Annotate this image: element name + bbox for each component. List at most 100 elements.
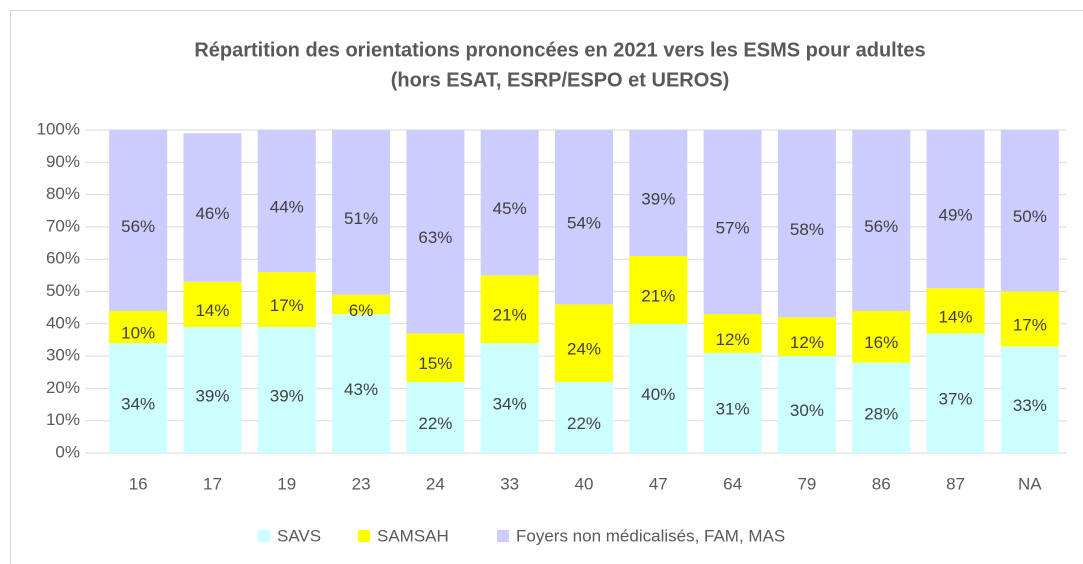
data-label: 17% xyxy=(270,296,304,315)
y-tick-label: 90% xyxy=(46,152,80,171)
bar-segment xyxy=(257,327,316,453)
x-tick-label: 87 xyxy=(946,474,965,493)
data-label: 24% xyxy=(567,340,601,359)
bar-segment xyxy=(852,310,911,363)
bar-segment xyxy=(703,352,762,453)
y-tick-label: 0% xyxy=(55,442,80,461)
x-tick-label: 79 xyxy=(797,474,816,493)
data-label: 34% xyxy=(493,395,527,414)
data-label: 22% xyxy=(418,414,452,433)
data-label: 22% xyxy=(567,414,601,433)
bar-segment xyxy=(183,327,242,453)
bar-segment xyxy=(555,130,613,305)
x-tick-label: 19 xyxy=(277,474,296,493)
x-tick-label: 24 xyxy=(426,474,445,493)
chart-subtitle: (hors ESAT, ESRP/ESPO et UEROS) xyxy=(391,69,730,91)
legend-label: SAMSAH xyxy=(377,526,449,545)
bar-segment xyxy=(777,317,836,357)
bar-segment xyxy=(1000,130,1059,292)
bar-segment xyxy=(332,314,391,453)
bar-segment xyxy=(629,255,688,324)
bar-segment xyxy=(629,130,688,256)
data-label: 10% xyxy=(121,324,155,343)
data-label: 33% xyxy=(1013,396,1047,415)
data-label: 21% xyxy=(641,286,675,305)
data-label: 15% xyxy=(418,354,452,373)
legend-swatch xyxy=(258,530,270,542)
data-label: 39% xyxy=(641,189,675,208)
y-tick-label: 20% xyxy=(46,378,80,397)
data-label: 44% xyxy=(270,198,304,217)
bar-segment xyxy=(703,130,762,315)
data-label: 57% xyxy=(716,219,750,238)
bar-segment xyxy=(852,130,911,311)
bar-segment xyxy=(480,275,539,344)
data-label: 34% xyxy=(121,395,155,414)
bar-segment xyxy=(183,281,242,328)
data-label: 40% xyxy=(641,385,675,404)
bar-segment xyxy=(480,343,539,453)
data-label: 14% xyxy=(195,301,229,320)
x-tick-label: 17 xyxy=(203,474,222,493)
bar-segment xyxy=(332,294,391,315)
bar-segment xyxy=(257,130,316,273)
data-label: 50% xyxy=(1013,207,1047,226)
y-tick-label: 10% xyxy=(46,410,80,429)
y-tick-label: 50% xyxy=(46,281,80,300)
bar-segment xyxy=(555,304,613,382)
x-tick-label: NA xyxy=(1018,474,1042,493)
data-label: 58% xyxy=(790,220,824,239)
legend-swatch xyxy=(497,530,509,542)
data-label: 31% xyxy=(716,399,750,418)
data-label: 39% xyxy=(270,386,304,405)
bar-segment xyxy=(926,333,985,453)
data-label: 56% xyxy=(864,217,898,236)
bar-segment xyxy=(1000,346,1059,453)
x-tick-label: 23 xyxy=(352,474,371,493)
bar-segment xyxy=(109,310,168,344)
legend-label: SAVS xyxy=(277,526,321,545)
bar-segment xyxy=(332,130,391,295)
bar-segment xyxy=(257,272,316,328)
data-label: 45% xyxy=(493,199,527,218)
bar-segment xyxy=(555,381,613,453)
x-tick-label: 33 xyxy=(500,474,519,493)
bar-segment xyxy=(406,333,465,382)
y-tick-label: 40% xyxy=(46,313,80,332)
data-label: 46% xyxy=(195,204,229,223)
bar-segment xyxy=(480,130,539,276)
data-label: 14% xyxy=(939,307,973,326)
x-tick-label: 47 xyxy=(649,474,668,493)
bar-segment xyxy=(777,130,836,318)
data-label: 37% xyxy=(939,390,973,409)
bar-segment xyxy=(406,130,465,334)
bar-segment xyxy=(777,356,836,453)
legend-swatch xyxy=(358,530,370,542)
bar-segment xyxy=(703,314,762,353)
data-label: 51% xyxy=(344,209,378,228)
data-label: 17% xyxy=(1013,315,1047,334)
data-label: 54% xyxy=(567,214,601,233)
y-tick-label: 70% xyxy=(46,216,80,235)
y-tick-label: 60% xyxy=(46,249,80,268)
data-label: 21% xyxy=(493,306,527,325)
bar-segment xyxy=(926,288,985,334)
bar-segment xyxy=(406,381,465,453)
bar-segment xyxy=(183,133,242,282)
data-label: 56% xyxy=(121,217,155,236)
x-tick-label: 86 xyxy=(872,474,891,493)
bar-segment xyxy=(109,343,168,453)
data-label: 49% xyxy=(939,206,973,225)
data-label: 28% xyxy=(864,404,898,423)
x-tick-label: 64 xyxy=(723,474,742,493)
data-label: 12% xyxy=(716,330,750,349)
data-label: 12% xyxy=(790,333,824,352)
bar-segment xyxy=(926,130,985,289)
data-label: 6% xyxy=(349,301,374,320)
y-tick-label: 100% xyxy=(37,119,80,138)
chart-title: Répartition des orientations prononcées … xyxy=(194,39,925,61)
x-tick-label: 40 xyxy=(575,474,594,493)
y-tick-label: 80% xyxy=(46,184,80,203)
chart-frame xyxy=(10,10,1083,564)
